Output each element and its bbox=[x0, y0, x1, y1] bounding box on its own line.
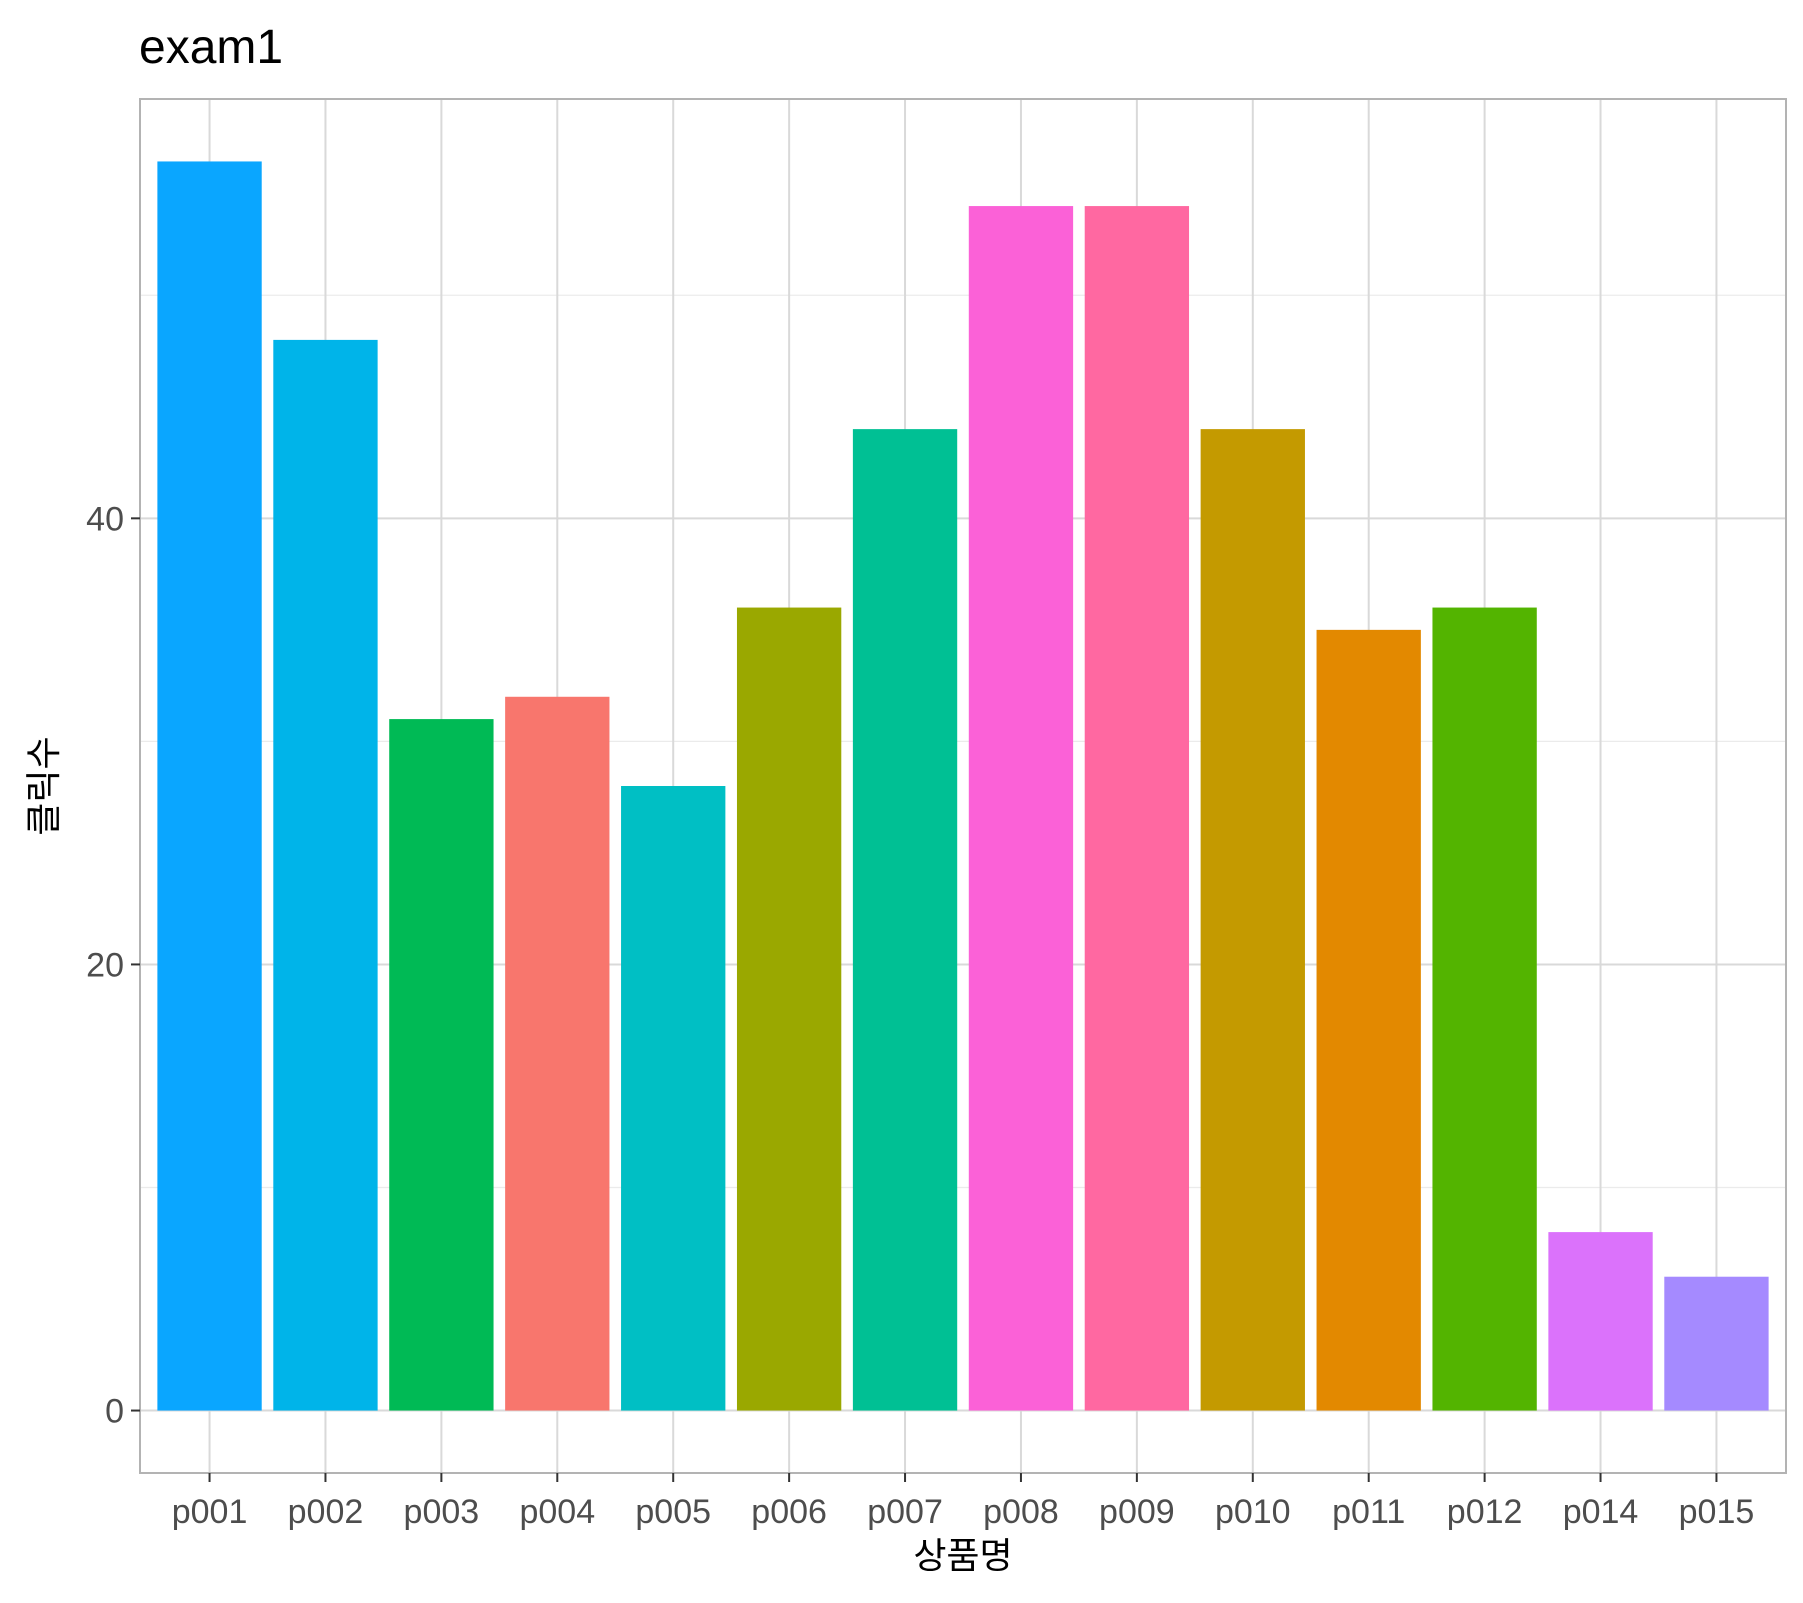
bar-p008 bbox=[968, 206, 1074, 1411]
x-tick-label: p004 bbox=[519, 1493, 595, 1531]
x-tick-label: p003 bbox=[404, 1493, 480, 1531]
bars bbox=[157, 161, 1769, 1411]
bar-p011 bbox=[1316, 629, 1421, 1411]
bar-p007 bbox=[852, 429, 958, 1411]
bar-p003 bbox=[389, 719, 494, 1411]
x-tick-label: p007 bbox=[867, 1493, 943, 1531]
x-tick-label: p015 bbox=[1679, 1493, 1755, 1531]
bar-p012 bbox=[1432, 607, 1537, 1411]
plot-panel bbox=[140, 99, 1786, 1473]
bar-p004 bbox=[505, 696, 610, 1411]
minor-gridlines bbox=[140, 99, 1786, 1473]
x-tick-label: p011 bbox=[1332, 1493, 1405, 1531]
x-axis-ticks: p001 p002 p003 p004 p005 p006 p007 p008 p009 p010… bbox=[172, 1473, 1755, 1531]
y-tick-label: 20 bbox=[86, 946, 124, 984]
x-tick-label: p002 bbox=[288, 1493, 364, 1531]
x-tick-label: p009 bbox=[1099, 1493, 1175, 1531]
chart-title: exam1 bbox=[139, 21, 283, 74]
bar-p005 bbox=[621, 786, 726, 1411]
bar-p002 bbox=[273, 339, 378, 1411]
x-tick-label: p014 bbox=[1563, 1493, 1639, 1531]
x-tick-label: p008 bbox=[983, 1493, 1059, 1531]
x-tick-label: p005 bbox=[635, 1493, 711, 1531]
y-tick-label: 0 bbox=[105, 1393, 124, 1431]
x-tick-label: p006 bbox=[751, 1493, 827, 1531]
bar-p015 bbox=[1664, 1276, 1769, 1411]
x-tick-label: p001 bbox=[172, 1493, 248, 1531]
y-axis-ticks: 0 20 40 bbox=[86, 500, 140, 1431]
plot-panel-border bbox=[139, 98, 1787, 1474]
y-tick-label: 40 bbox=[86, 500, 124, 538]
bar-p006 bbox=[736, 607, 842, 1411]
bar-p010 bbox=[1200, 429, 1305, 1411]
x-axis-title: 상품명 bbox=[913, 1535, 1012, 1576]
bar-p001 bbox=[157, 161, 262, 1411]
bar-p014 bbox=[1548, 1232, 1653, 1411]
x-tick-label: p010 bbox=[1215, 1493, 1291, 1531]
y-axis-title: 클릭수 bbox=[23, 736, 64, 835]
x-tick-label: p012 bbox=[1447, 1493, 1523, 1531]
bar-p009 bbox=[1084, 206, 1190, 1411]
